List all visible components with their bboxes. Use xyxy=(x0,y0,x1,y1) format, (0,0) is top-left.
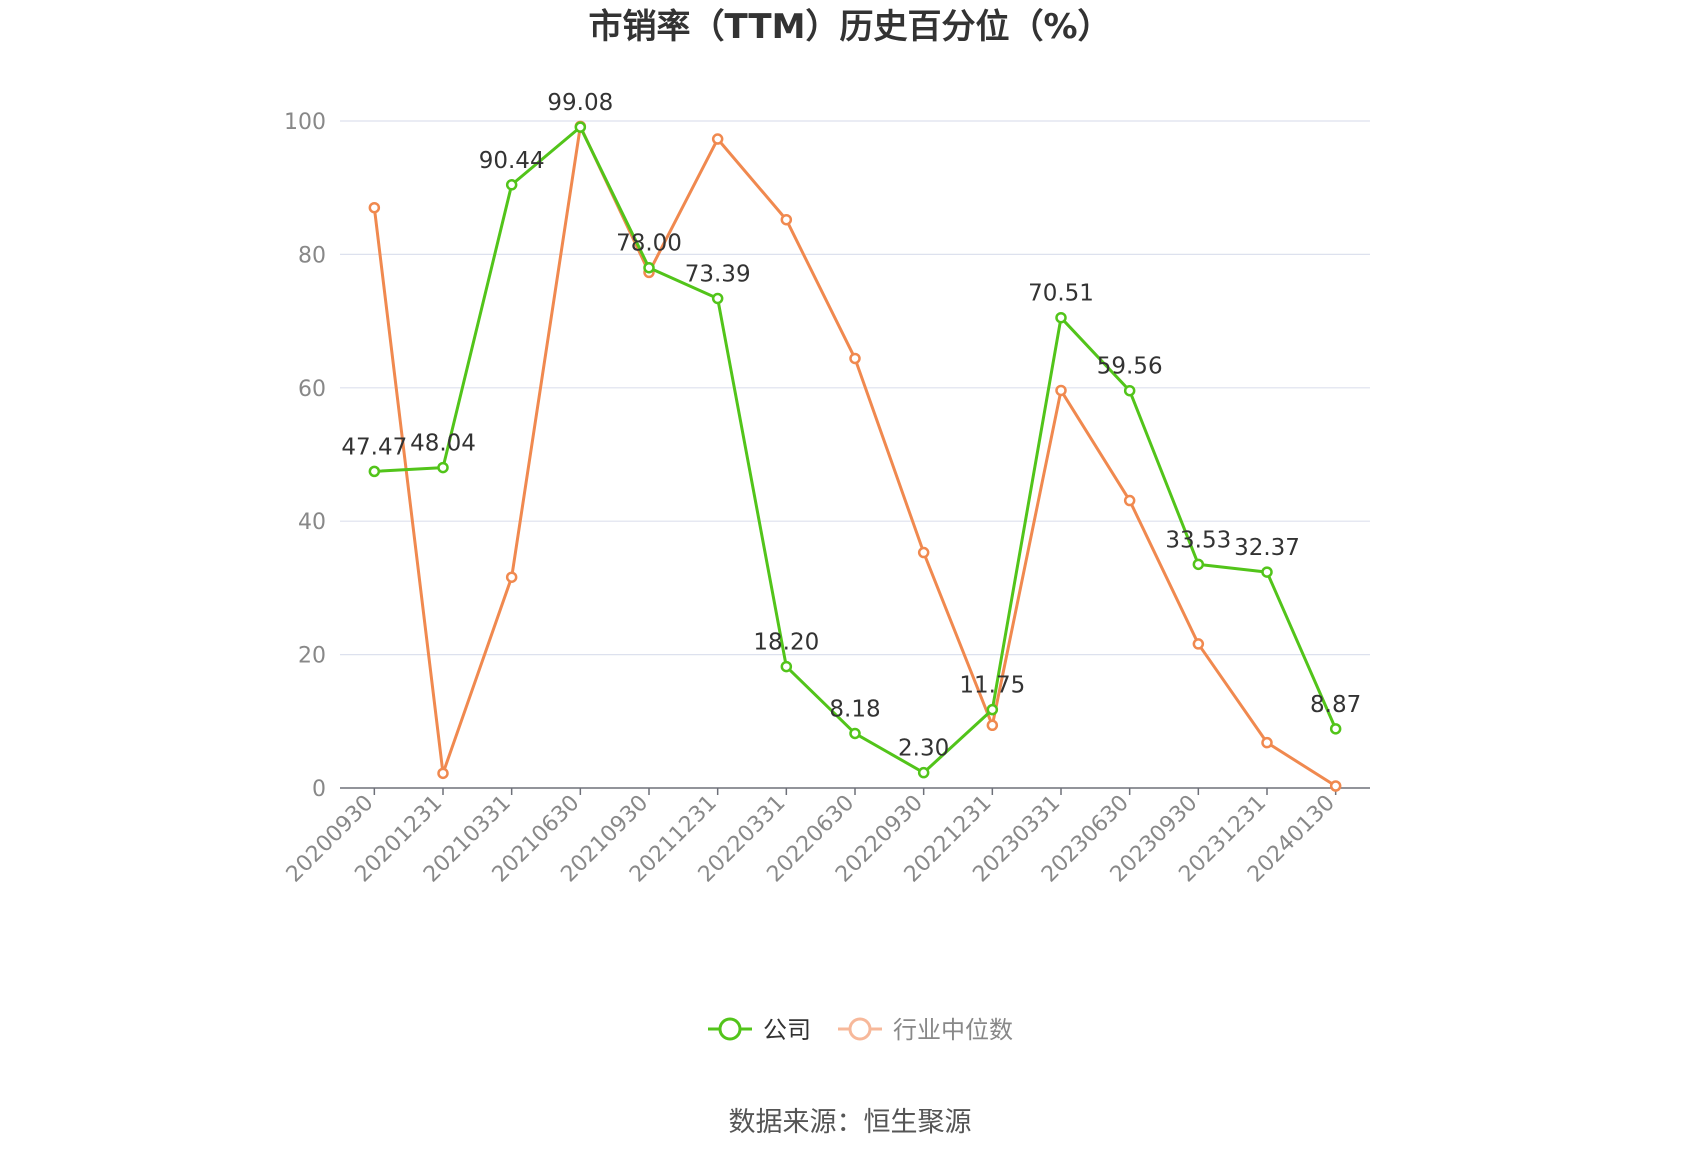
data-point[interactable] xyxy=(1055,384,1067,397)
data-point[interactable] xyxy=(1261,566,1273,578)
legend-item-1[interactable]: 行业中位数 xyxy=(838,1016,1013,1044)
y-tick-label: 80 xyxy=(298,243,326,268)
chart-title: 市销率（TTM）历史百分位（%） xyxy=(588,7,1111,47)
data-label: 33.53 xyxy=(1165,527,1231,553)
data-label: 18.20 xyxy=(753,630,819,656)
data-point[interactable] xyxy=(711,292,724,305)
data-source: 数据来源：恒生聚源 xyxy=(729,1107,972,1138)
data-point[interactable] xyxy=(1123,384,1136,397)
data-label: 59.56 xyxy=(1097,354,1163,380)
data-point[interactable] xyxy=(505,179,518,191)
data-point[interactable] xyxy=(574,121,587,133)
legend-item-0[interactable]: 公司 xyxy=(708,1016,811,1044)
data-label: 8.87 xyxy=(1310,692,1361,718)
data-point[interactable] xyxy=(1329,780,1342,792)
data-point[interactable] xyxy=(849,727,861,740)
y-axis-ticks: 0 20 40 60 80 100 xyxy=(284,110,326,802)
data-label: 99.08 xyxy=(547,90,613,116)
series-line-1 xyxy=(372,124,1337,788)
data-point[interactable] xyxy=(1329,723,1342,735)
data-label: 11.75 xyxy=(959,673,1025,699)
data-point[interactable] xyxy=(917,766,930,779)
data-label: 73.39 xyxy=(685,261,751,287)
data-point[interactable] xyxy=(780,660,793,673)
data-label: 32.37 xyxy=(1234,535,1300,561)
data-point[interactable] xyxy=(780,213,793,226)
data-point[interactable] xyxy=(917,546,930,559)
series-lines xyxy=(368,120,1342,792)
data-point[interactable] xyxy=(437,767,449,780)
data-label: 78.00 xyxy=(616,231,682,257)
y-tick-label: 100 xyxy=(284,110,326,135)
legend-label: 行业中位数 xyxy=(893,1016,1013,1044)
legend-marker xyxy=(848,1017,872,1041)
y-tick-label: 60 xyxy=(298,377,326,402)
data-point[interactable] xyxy=(1192,558,1205,571)
y-tick-label: 0 xyxy=(312,777,326,802)
data-point[interactable] xyxy=(505,571,518,583)
data-label: 47.47 xyxy=(341,434,407,460)
data-label: 48.04 xyxy=(410,431,476,457)
data-point[interactable] xyxy=(437,461,449,474)
data-point[interactable] xyxy=(1192,638,1205,650)
data-point[interactable] xyxy=(1261,736,1273,749)
data-label: 70.51 xyxy=(1028,281,1094,307)
data-label: 2.30 xyxy=(898,736,949,762)
data-point[interactable] xyxy=(986,703,999,716)
legend-marker xyxy=(718,1017,742,1041)
data-point[interactable] xyxy=(1055,311,1067,324)
data-point[interactable] xyxy=(711,133,724,145)
x-axis: 2020093020201231202103312021063020210930… xyxy=(282,787,1370,887)
y-tick-label: 40 xyxy=(298,510,326,535)
data-point[interactable] xyxy=(368,465,381,478)
data-point[interactable] xyxy=(643,261,655,274)
grid-lines xyxy=(340,120,1370,656)
data-point[interactable] xyxy=(1123,494,1136,507)
data-label: 90.44 xyxy=(479,148,545,174)
legend[interactable]: 公司 行业中位数 xyxy=(708,1016,1013,1044)
series-line-0 xyxy=(374,125,1338,775)
data-label: 8.18 xyxy=(829,696,880,722)
legend-label: 公司 xyxy=(763,1016,811,1044)
data-point[interactable] xyxy=(986,719,999,732)
data-point[interactable] xyxy=(849,352,861,365)
data-point[interactable] xyxy=(368,201,381,214)
y-tick-label: 20 xyxy=(298,644,326,669)
